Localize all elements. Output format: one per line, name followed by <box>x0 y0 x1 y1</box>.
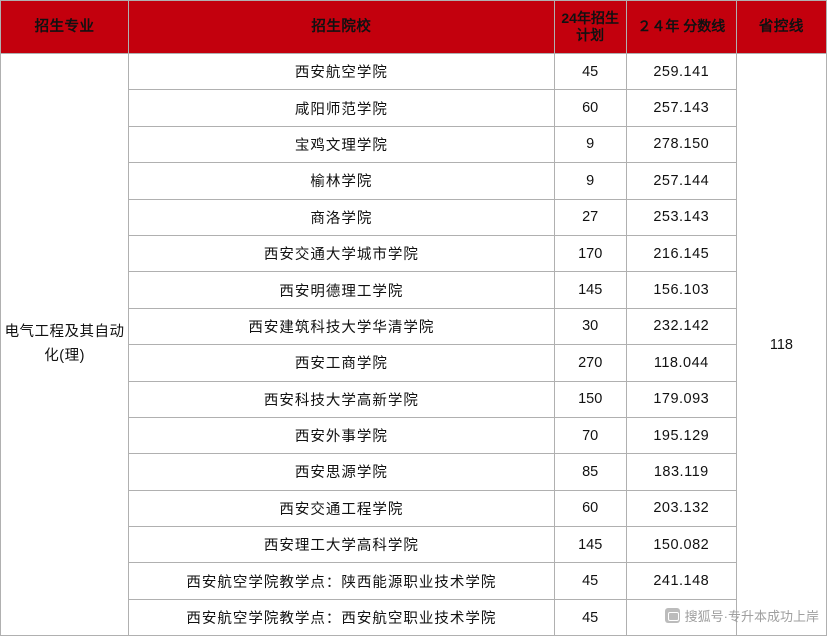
score-cell: 241.148 <box>625 562 737 600</box>
school-cell: 西安航空学院 <box>128 52 555 91</box>
header-major: 招生专业 <box>0 0 130 54</box>
school-cell: 西安航空学院教学点：西安航空职业技术学院 <box>128 598 555 636</box>
school-cell: 西安交通工程学院 <box>128 489 555 528</box>
score-cell: 179.093 <box>625 380 737 418</box>
table-row: 电气工程及其自动化(理) 西安航空学院 45 259.141 118 <box>0 52 827 636</box>
header-row: 招生专业 招生院校 24年招生计划 ２４年 分数线 省控线 <box>0 0 827 54</box>
school-cell: 榆林学院 <box>128 162 555 200</box>
plan-cell: 70 <box>553 416 627 455</box>
school-cell: 西安交通大学城市学院 <box>128 234 555 273</box>
plan-cell: 60 <box>553 489 627 528</box>
plan-cell: 145 <box>553 271 627 309</box>
plan-cell: 45 <box>553 598 627 636</box>
header-score: ２４年 分数线 <box>625 0 737 54</box>
table-row: 西安工商学院 270 118.044 <box>1 344 827 382</box>
school-cell: 西安思源学院 <box>128 453 555 491</box>
plan-cell: 270 <box>553 344 627 382</box>
table-row: 西安思源学院 85 183.119 <box>1 453 827 491</box>
school-cell: 宝鸡文理学院 <box>128 125 555 164</box>
plan-cell: 170 <box>553 234 627 273</box>
table-row: 宝鸡文理学院 9 278.150 <box>1 125 827 164</box>
table-row: 西安交通工程学院 60 203.132 <box>1 489 827 528</box>
plan-cell: 145 <box>553 526 627 564</box>
header-plan: 24年招生计划 <box>553 0 627 54</box>
table-row: 西安航空学院教学点：陕西能源职业技术学院 45 241.148 <box>1 562 827 600</box>
table-row: 西安建筑科技大学华清学院 30 232.142 <box>1 307 827 346</box>
table-row: 商洛学院 27 253.143 <box>1 198 827 236</box>
score-cell: 278.150 <box>625 125 737 164</box>
header-school: 招生院校 <box>128 0 555 54</box>
plan-cell: 85 <box>553 453 627 491</box>
school-cell: 西安工商学院 <box>128 344 555 382</box>
school-cell: 西安航空学院教学点：陕西能源职业技术学院 <box>128 562 555 600</box>
plan-cell: 30 <box>553 307 627 346</box>
score-cell: 259.141 <box>625 52 737 91</box>
score-cell: 257.144 <box>625 162 737 200</box>
score-cell: 118.044 <box>625 344 737 382</box>
plan-cell: 60 <box>553 89 627 127</box>
score-cell: 195.129 <box>625 416 737 455</box>
plan-cell: 9 <box>553 125 627 164</box>
score-cell: 150.082 <box>625 526 737 564</box>
score-cell: 203.132 <box>625 489 737 528</box>
school-cell: 咸阳师范学院 <box>128 89 555 127</box>
school-cell: 西安科技大学高新学院 <box>128 380 555 418</box>
school-cell: 西安外事学院 <box>128 416 555 455</box>
table-body: 电气工程及其自动化(理) 西安航空学院 45 259.141 118 咸阳师范学院 60 25… <box>0 52 827 636</box>
plan-cell: 45 <box>553 52 627 91</box>
table-row: 咸阳师范学院 60 257.143 <box>1 89 827 127</box>
school-cell: 西安明德理工学院 <box>128 271 555 309</box>
plan-cell: 9 <box>553 162 627 200</box>
table-row: 西安理工大学高科学院 145 150.082 <box>1 526 827 564</box>
score-cell <box>625 598 737 636</box>
score-cell: 183.119 <box>625 453 737 491</box>
plan-cell: 150 <box>553 380 627 418</box>
school-cell: 西安理工大学高科学院 <box>128 526 555 564</box>
province-line-cell: 118 <box>735 52 827 636</box>
score-cell: 232.142 <box>625 307 737 346</box>
plan-cell: 27 <box>553 198 627 236</box>
plan-cell: 45 <box>553 562 627 600</box>
header-province-line: 省控线 <box>735 0 827 54</box>
score-cell: 257.143 <box>625 89 737 127</box>
score-cell: 253.143 <box>625 198 737 236</box>
table-row: 榆林学院 9 257.144 <box>1 162 827 200</box>
table-row: 西安明德理工学院 145 156.103 <box>1 271 827 309</box>
table-header: 招生专业 招生院校 24年招生计划 ２４年 分数线 省控线 <box>0 0 827 54</box>
major-cell: 电气工程及其自动化(理) <box>0 52 130 636</box>
table-row: 西安外事学院 70 195.129 <box>1 416 827 455</box>
school-cell: 商洛学院 <box>128 198 555 236</box>
score-cell: 156.103 <box>625 271 737 309</box>
school-cell: 西安建筑科技大学华清学院 <box>128 307 555 346</box>
score-cell: 216.145 <box>625 234 737 273</box>
